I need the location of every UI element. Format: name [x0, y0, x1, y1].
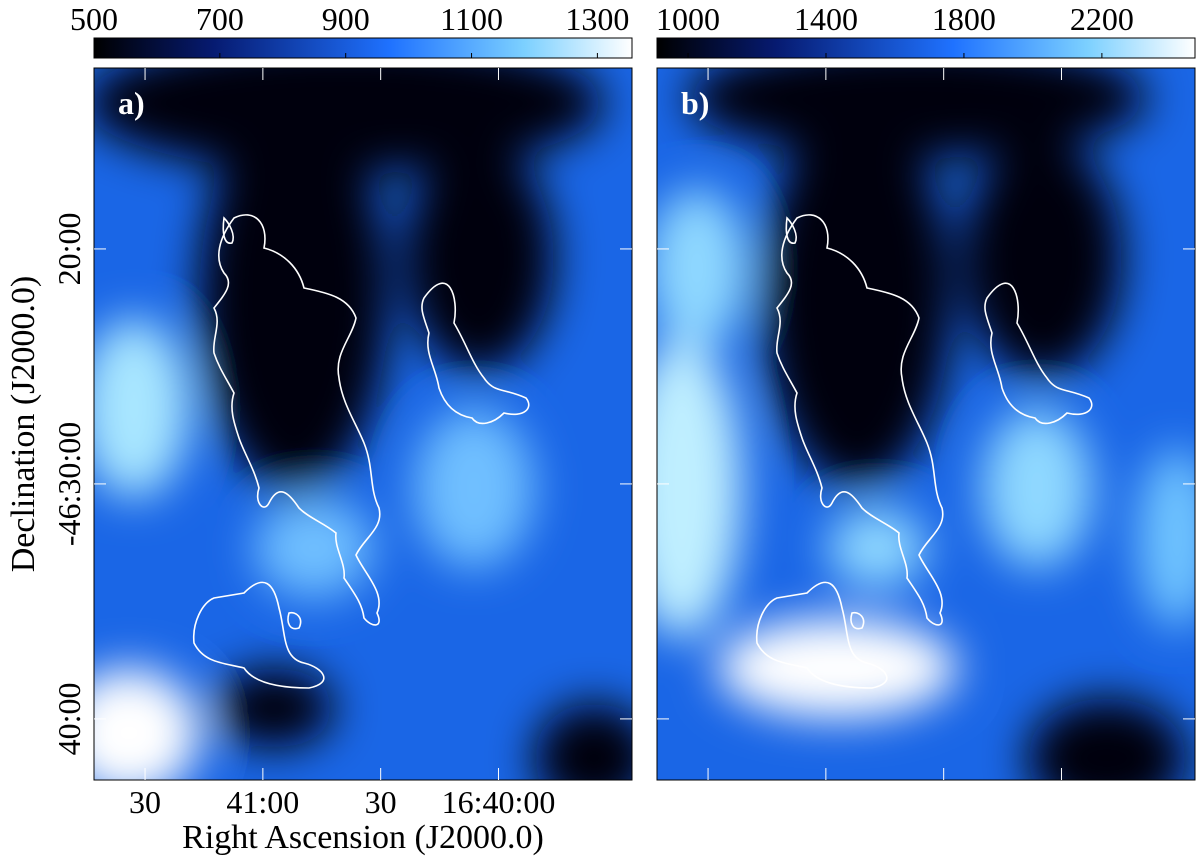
dark-region — [534, 703, 632, 780]
x-tick-label: 30 — [365, 784, 397, 820]
map — [656, 67, 1196, 781]
x-axis-title: Right Ascension (J2000.0) — [182, 819, 544, 856]
y-tick-label: 20:00 — [51, 212, 87, 285]
bright-region — [414, 408, 534, 568]
colorbar-tick-label: 700 — [196, 1, 244, 37]
bright-region — [1137, 448, 1195, 628]
bright-region — [94, 668, 199, 780]
colorbar — [93, 37, 633, 59]
map-structure — [94, 68, 632, 780]
dark-region — [214, 668, 334, 748]
dark-region — [962, 138, 1122, 378]
colorbar-tick-label: 1000 — [656, 1, 720, 37]
y-axis-title: Declination (J2000.0) — [5, 276, 42, 573]
panel-label: a) — [118, 85, 145, 121]
bright-region — [94, 318, 189, 498]
panel-label: b) — [681, 85, 709, 121]
x-tick-label: 41:00 — [226, 784, 299, 820]
map-image — [657, 68, 1195, 780]
dark-region — [404, 143, 554, 373]
plot-frame — [93, 67, 633, 781]
colorbar-tick-label: 500 — [70, 1, 118, 37]
plot-frame — [656, 67, 1196, 781]
bright-region — [657, 338, 742, 638]
colorbar-tick-label: 1800 — [932, 1, 996, 37]
bright-region — [254, 498, 374, 598]
colorbar — [656, 37, 1196, 59]
x-tick-label: 16:40:00 — [442, 784, 556, 820]
colorbar-tick-label: 1300 — [565, 1, 629, 37]
map-image — [94, 68, 632, 780]
dark-region — [94, 68, 604, 173]
dark-region — [762, 108, 952, 488]
colorbar-tick-label: 1400 — [794, 1, 858, 37]
bright-region — [717, 618, 957, 718]
colorbar-tick-label: 2200 — [1070, 1, 1134, 37]
colorbar-tick-label: 1100 — [440, 1, 503, 37]
dark-region — [1027, 698, 1187, 780]
dark-region — [687, 68, 1147, 158]
colorbar-tick-label: 900 — [322, 1, 370, 37]
bright-region — [982, 408, 1092, 568]
x-tick-label: 30 — [129, 784, 161, 820]
y-tick-label: -46:30:00 — [51, 422, 87, 546]
bright-region — [657, 188, 747, 348]
bright-region — [827, 508, 927, 588]
dark-region — [199, 103, 389, 493]
y-tick-label: 40:00 — [51, 682, 87, 755]
map — [93, 67, 633, 781]
